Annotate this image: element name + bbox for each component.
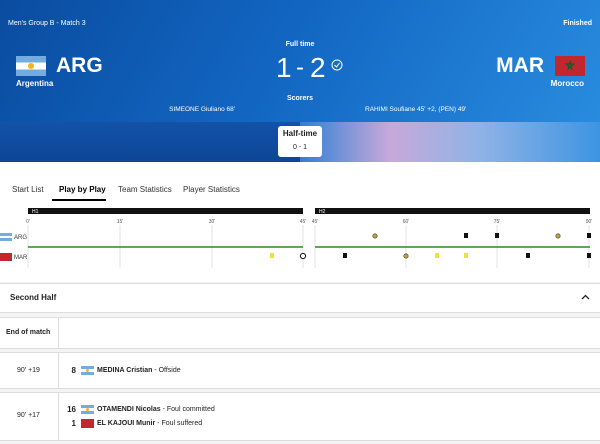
jersey-number: 16 (67, 405, 76, 414)
player: EL KAJOUI Munir (97, 420, 156, 427)
player: OTAMENDI Nicolas (97, 406, 161, 413)
flag (81, 419, 94, 428)
minute: 90' +17 (17, 412, 40, 419)
match-header: Men's Group B - Match 3 Finished ARG Arg… (0, 0, 600, 162)
minute-cell: 90' +17 (0, 393, 59, 440)
possession-bar (300, 122, 600, 162)
tick-label: 15' (117, 219, 124, 225)
tick-label: 0' (26, 219, 30, 225)
score-separator: - (296, 54, 304, 81)
event-text: MEDINA Cristian - Offside (97, 367, 181, 374)
tab[interactable]: Team Statistics (118, 185, 172, 194)
event-row: End of match (0, 317, 600, 349)
section-header[interactable]: Second Half (0, 283, 600, 313)
flag (16, 56, 46, 76)
tick-label: 75' (494, 219, 501, 225)
player: MEDINA Cristian (97, 367, 153, 374)
tab[interactable]: Player Statistics (183, 185, 240, 194)
team-code: MAR (496, 54, 544, 77)
flag (555, 56, 585, 76)
team-label: ARG (14, 235, 27, 241)
tab[interactable]: Start List (12, 185, 44, 194)
match-label: Men's Group B - Match 3 (8, 20, 86, 27)
minute: 90' +19 (17, 367, 40, 374)
check-icon (331, 59, 343, 71)
minute: End of match (6, 329, 51, 336)
tick-label: 45' (312, 219, 319, 225)
tab-underline (52, 199, 106, 201)
event-text: OTAMENDI Nicolas - Foul committed (97, 406, 215, 413)
tick-label: 30' (209, 219, 216, 225)
event-row: 90' +19 8 MEDINA Cristian - Offside (0, 352, 600, 389)
minute-cell: 90' +19 (0, 353, 59, 388)
tick-label: 60' (403, 219, 410, 225)
section-title: Second Half (10, 293, 57, 302)
tick-label: 45' (300, 219, 307, 225)
away-score: 2 (310, 52, 326, 83)
chevron (581, 294, 590, 300)
home-score: 1 (276, 52, 292, 83)
jersey-number: 8 (71, 366, 76, 375)
action: - Foul suffered (157, 420, 203, 427)
timeline: H1 H2 0' 15' 30' 45' 45' 60' 75' 90' ARG… (0, 208, 593, 268)
action: - Foul committed (162, 406, 215, 413)
team-name: Morocco (550, 79, 584, 88)
half-label: H1 (32, 209, 39, 215)
score-title: Full time (285, 41, 315, 48)
team-label: MAR (14, 255, 28, 261)
event-row: 90' +17 16 OTAMENDI Nicolas - Foul commi… (0, 392, 600, 441)
scorers: SIMEONE Giuliano 68' (169, 106, 235, 113)
flag (81, 405, 94, 414)
status: Finished (563, 20, 592, 27)
tick-label: 90' (586, 219, 593, 225)
scorers: RAHIMI Soufiane 45' +2, (PEN) 49' (365, 106, 467, 113)
team-name: Argentina (16, 79, 54, 88)
tab[interactable]: Play by Play (59, 185, 106, 194)
jersey-number: 1 (71, 419, 76, 428)
flag (81, 366, 94, 375)
scorers-title: Scorers (286, 95, 314, 102)
tab-panel (0, 162, 600, 282)
half-label: H2 (319, 209, 326, 215)
action: - Offside (154, 367, 181, 374)
minute-cell: End of match (0, 318, 59, 348)
halftime-label: Half-time (282, 129, 318, 138)
team-code: ARG (56, 54, 103, 77)
halftime-box: Half-time 0 - 1 (278, 126, 322, 157)
event-text: EL KAJOUI Munir - Foul suffered (97, 420, 202, 427)
halftime-score: 0 - 1 (292, 144, 307, 151)
possession-bar (0, 122, 300, 162)
